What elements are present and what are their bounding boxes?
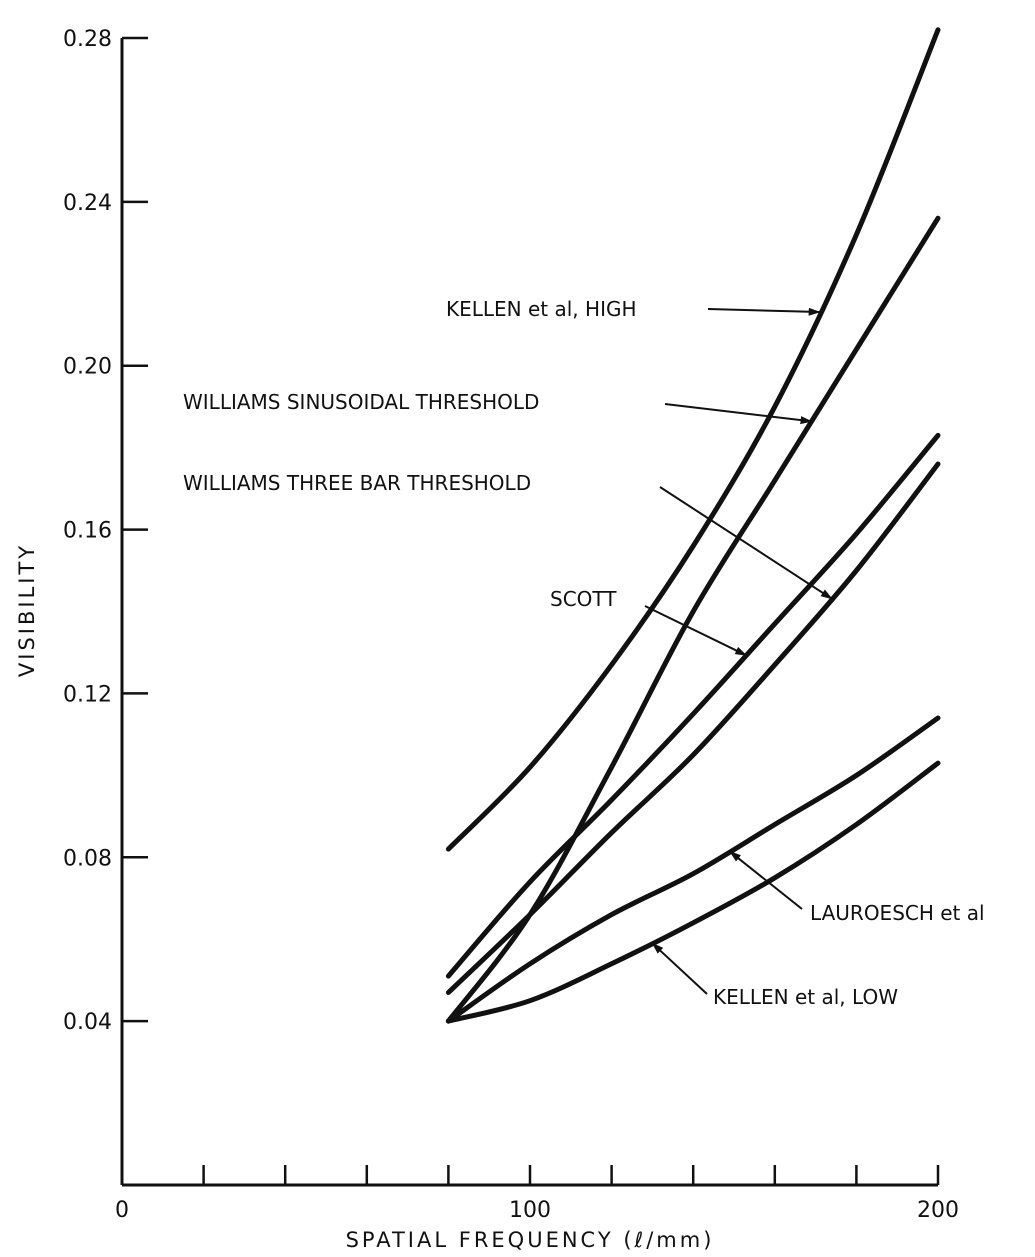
annotation-label: SCOTT (550, 587, 617, 611)
y-tick-label: 0.16 (63, 519, 112, 544)
series-line-3 (445, 432, 941, 979)
y-axis-label: VISIBILITY (15, 543, 39, 677)
annotations: KELLEN et al, HIGH WILLIAMS SINUSOIDAL TH… (183, 297, 985, 1009)
x-tick-label: 200 (917, 1198, 959, 1223)
annotation-arrow (729, 850, 803, 910)
series-line-2 (445, 461, 941, 995)
annotation-arrow (644, 605, 748, 657)
y-ticks: 0.04 0.08 0.12 0.16 0.20 0.24 0.28 (63, 27, 148, 1035)
x-tick-label: 0 (115, 1198, 129, 1223)
annotation-arrow (707, 307, 821, 316)
series-line-5 (445, 760, 941, 1024)
y-tick-label: 0.20 (63, 355, 112, 380)
annotation-arrow (664, 403, 813, 425)
annotation-label: KELLEN et al, LOW (713, 985, 898, 1009)
x-axis-label: SPATIAL FREQUENCY (ℓ/mm) (346, 1228, 715, 1252)
annotation-label: WILLIAMS THREE BAR THRESHOLD (183, 471, 531, 495)
series-group (445, 27, 941, 1024)
y-tick-label: 0.28 (63, 27, 112, 52)
series-line-0 (445, 27, 941, 852)
annotation-arrow (651, 942, 708, 995)
y-tick-label: 0.12 (63, 682, 112, 707)
y-tick-label: 0.24 (63, 191, 112, 216)
y-tick-label: 0.04 (63, 1010, 112, 1035)
axes (120, 38, 938, 1187)
x-ticks: 0 100 200 (115, 1165, 959, 1223)
y-tick-label: 0.08 (63, 846, 112, 871)
annotation-label: WILLIAMS SINUSOIDAL THRESHOLD (183, 390, 539, 414)
annotation-arrow (659, 486, 833, 600)
series-line-4 (445, 715, 941, 1024)
x-tick-label: 100 (509, 1198, 551, 1223)
annotation-label: KELLEN et al, HIGH (446, 297, 637, 321)
annotation-label: LAUROESCH et al (810, 901, 985, 925)
